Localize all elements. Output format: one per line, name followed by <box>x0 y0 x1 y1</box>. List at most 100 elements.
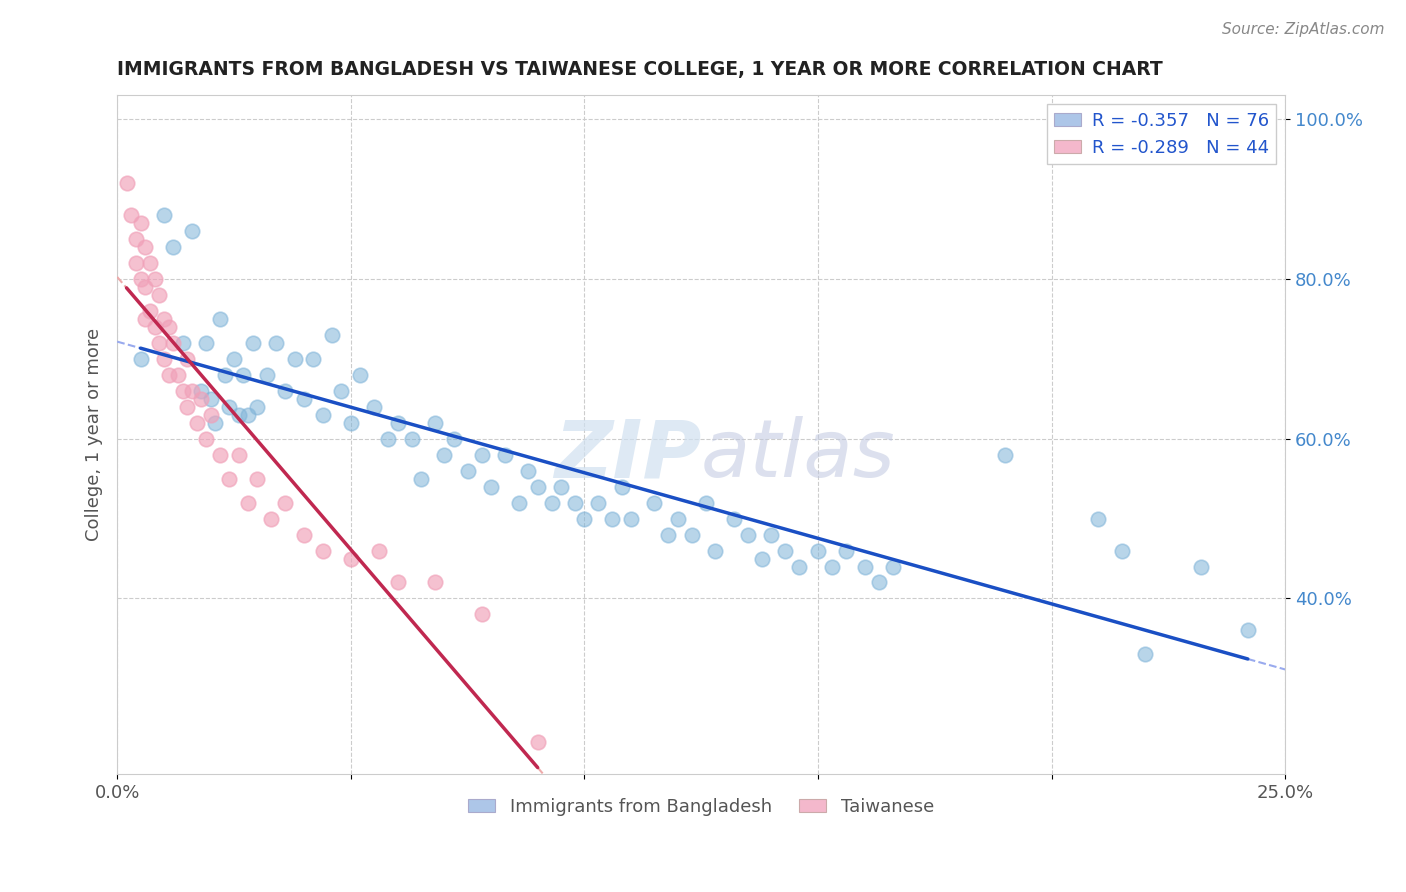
Point <box>387 416 409 430</box>
Point <box>162 240 184 254</box>
Point <box>761 527 783 541</box>
Point <box>143 272 166 286</box>
Point <box>181 384 204 398</box>
Point <box>200 392 222 406</box>
Point <box>695 496 717 510</box>
Point <box>153 351 176 366</box>
Point <box>443 432 465 446</box>
Point <box>194 432 217 446</box>
Point <box>409 472 432 486</box>
Point <box>246 400 269 414</box>
Point <box>190 392 212 406</box>
Point <box>401 432 423 446</box>
Point <box>134 240 156 254</box>
Text: ZIP: ZIP <box>554 417 702 494</box>
Point <box>129 216 152 230</box>
Point <box>167 368 190 382</box>
Point <box>129 272 152 286</box>
Point <box>643 496 665 510</box>
Point <box>125 232 148 246</box>
Point <box>723 511 745 525</box>
Point <box>148 288 170 302</box>
Point <box>222 351 245 366</box>
Point <box>157 320 180 334</box>
Point <box>242 335 264 350</box>
Point <box>218 400 240 414</box>
Point <box>139 304 162 318</box>
Y-axis label: College, 1 year or more: College, 1 year or more <box>86 328 103 541</box>
Point <box>218 472 240 486</box>
Point <box>181 224 204 238</box>
Point <box>256 368 278 382</box>
Point <box>214 368 236 382</box>
Point <box>494 448 516 462</box>
Point <box>367 543 389 558</box>
Point <box>208 312 231 326</box>
Point <box>853 559 876 574</box>
Point <box>139 256 162 270</box>
Point <box>232 368 254 382</box>
Point <box>292 392 315 406</box>
Point <box>349 368 371 382</box>
Point <box>162 335 184 350</box>
Point <box>176 351 198 366</box>
Point <box>387 575 409 590</box>
Point <box>479 480 502 494</box>
Point <box>200 408 222 422</box>
Legend: Immigrants from Bangladesh, Taiwanese: Immigrants from Bangladesh, Taiwanese <box>461 790 941 822</box>
Point <box>471 607 494 622</box>
Point <box>339 416 361 430</box>
Point <box>292 527 315 541</box>
Point <box>339 551 361 566</box>
Point <box>517 464 540 478</box>
Point <box>302 351 325 366</box>
Point <box>208 448 231 462</box>
Point <box>236 496 259 510</box>
Point <box>540 496 562 510</box>
Point <box>602 511 624 525</box>
Point <box>186 416 208 430</box>
Point <box>143 320 166 334</box>
Point <box>1189 559 1212 574</box>
Point <box>190 384 212 398</box>
Point <box>172 384 194 398</box>
Point <box>564 496 586 510</box>
Text: Source: ZipAtlas.com: Source: ZipAtlas.com <box>1222 22 1385 37</box>
Point <box>550 480 572 494</box>
Point <box>807 543 830 558</box>
Point <box>377 432 399 446</box>
Point <box>588 496 610 510</box>
Point <box>157 368 180 382</box>
Point <box>284 351 307 366</box>
Point <box>1087 511 1109 525</box>
Point <box>125 256 148 270</box>
Point <box>274 496 297 510</box>
Point <box>610 480 633 494</box>
Point <box>526 480 548 494</box>
Point <box>1133 648 1156 662</box>
Point <box>657 527 679 541</box>
Point <box>134 280 156 294</box>
Point <box>260 511 283 525</box>
Point <box>153 208 176 222</box>
Text: IMMIGRANTS FROM BANGLADESH VS TAIWANESE COLLEGE, 1 YEAR OR MORE CORRELATION CHAR: IMMIGRANTS FROM BANGLADESH VS TAIWANESE … <box>117 60 1163 78</box>
Point <box>176 400 198 414</box>
Point <box>868 575 890 590</box>
Point <box>526 735 548 749</box>
Point <box>787 559 810 574</box>
Point <box>134 312 156 326</box>
Point <box>330 384 353 398</box>
Point <box>321 328 343 343</box>
Point <box>681 527 703 541</box>
Point <box>228 408 250 422</box>
Point <box>115 176 138 190</box>
Point <box>508 496 530 510</box>
Point <box>1111 543 1133 558</box>
Point <box>423 416 446 430</box>
Point <box>704 543 727 558</box>
Point <box>821 559 844 574</box>
Point <box>172 335 194 350</box>
Point <box>120 208 142 222</box>
Point <box>312 408 335 422</box>
Point <box>246 472 269 486</box>
